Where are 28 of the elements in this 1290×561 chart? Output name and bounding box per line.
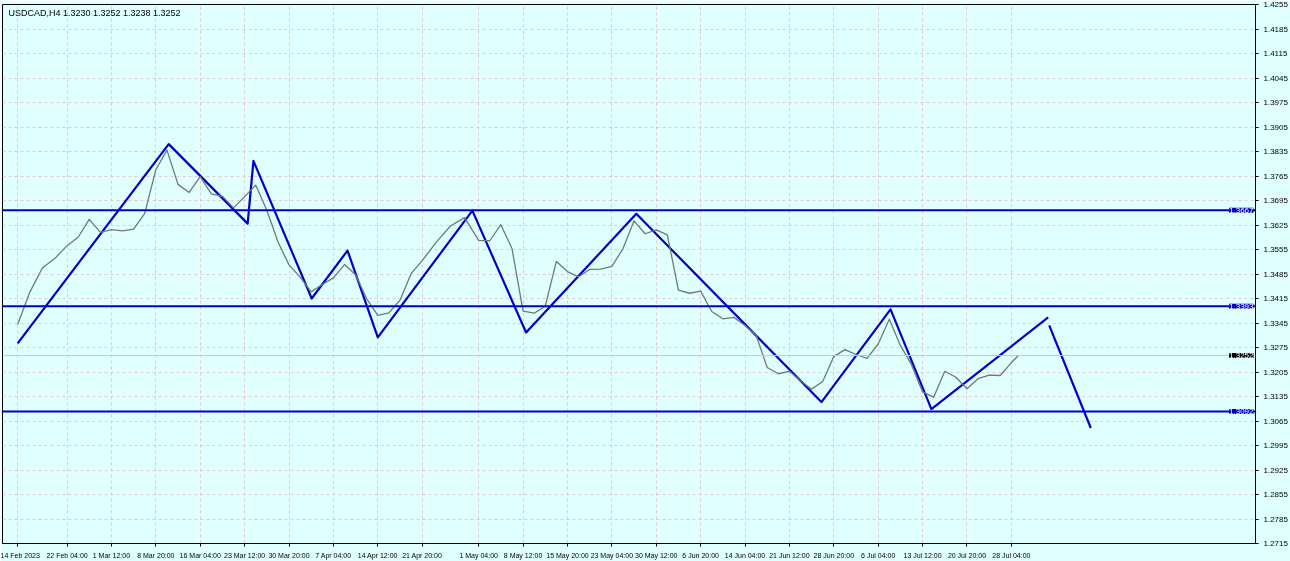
ref-line-label: 1.3252: [1229, 351, 1255, 361]
y-tick-label: 1.3415: [1263, 294, 1289, 303]
y-tick-label: 1.3835: [1263, 147, 1289, 156]
y-tick-label: 1.4185: [1263, 24, 1289, 34]
y-tick-label: 1.2855: [1263, 490, 1289, 499]
ref-line-label: 1.3667: [1229, 205, 1255, 215]
y-tick-label: 1.3695: [1263, 196, 1289, 205]
y-tick-label: 1.3205: [1263, 367, 1289, 377]
y-tick-label: 1.3765: [1263, 171, 1289, 181]
chart-title: USDCAD,H4 1.3230 1.3252 1.3238 1.3252: [8, 7, 181, 18]
ref-line-label: 1.3092: [1229, 407, 1255, 417]
y-tick-label: 1.3345: [1263, 318, 1289, 328]
y-tick-label: 1.4045: [1263, 73, 1289, 83]
ref-line-label: 1.3393: [1229, 301, 1255, 311]
y-tick-label: 1.2785: [1263, 514, 1289, 524]
y-tick-label: 1.3905: [1263, 122, 1289, 132]
y-tick-label: 1.3135: [1263, 392, 1289, 401]
y-tick-label: 1.3975: [1263, 98, 1289, 107]
y-tick-label: 1.4115: [1263, 49, 1288, 58]
y-tick-label: 1.2995: [1263, 441, 1289, 450]
y-tick-label: 1.3625: [1263, 220, 1289, 230]
y-tick-label: 1.3065: [1263, 416, 1289, 426]
y-tick-label: 1.3275: [1263, 343, 1289, 352]
y-tick-label: 1.3555: [1263, 245, 1289, 254]
y-tick-label: 1.2925: [1263, 465, 1289, 475]
y-tick-label: 1.2715: [1263, 539, 1289, 548]
y-tick-label: 1.3485: [1263, 269, 1289, 279]
y-tick-label: 1.4255: [1263, 0, 1289, 9]
